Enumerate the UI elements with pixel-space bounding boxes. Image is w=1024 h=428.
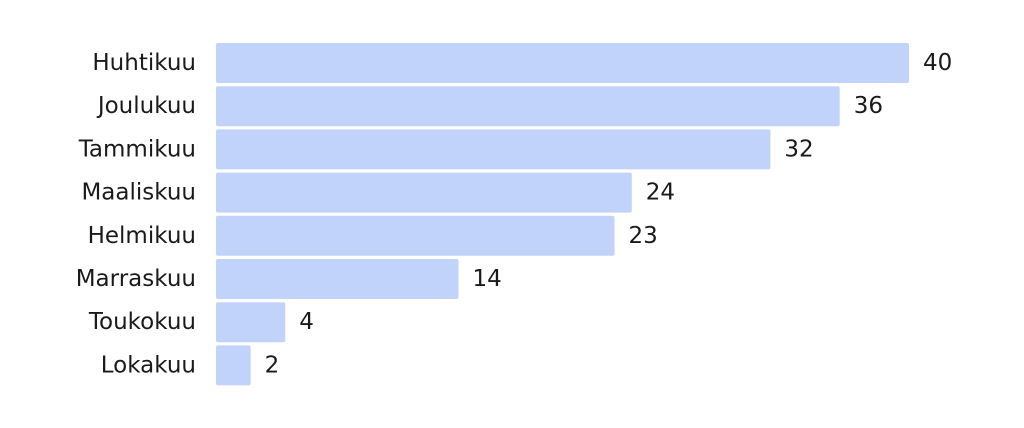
category-label: Lokakuu (101, 352, 196, 378)
category-label: Helmikuu (88, 223, 196, 249)
value-label: 23 (628, 223, 657, 249)
value-label: 2 (265, 352, 280, 378)
category-label: Maaliskuu (81, 180, 196, 206)
value-label: 36 (854, 93, 883, 119)
bar-huhtikuu (216, 43, 909, 83)
value-labels-group: 40 36 32 24 23 14 42 (265, 50, 953, 378)
bars-group (216, 43, 909, 386)
bar-tammikuu (216, 129, 771, 170)
bar-joulukuu (216, 86, 840, 127)
value-label: 32 (784, 136, 813, 162)
category-label: Marraskuu (76, 266, 196, 292)
value-label: 4 (299, 309, 314, 335)
category-label: Huhtikuu (92, 50, 196, 76)
value-label: 14 (473, 266, 502, 292)
category-label: Toukokuu (88, 309, 196, 335)
category-label: Tammikuu (78, 136, 196, 162)
bar-maaliskuu (216, 172, 632, 213)
category-label: Joulukuu (96, 93, 196, 119)
value-label: 24 (646, 180, 675, 206)
category-labels-group: Huhtikuu Joulukuu Tammikuu Maaliskuu Helmiku… (76, 50, 196, 378)
bar-marraskuu (216, 259, 459, 299)
value-label: 40 (923, 50, 952, 76)
bar-lokakuu (216, 345, 251, 386)
bar-toukokuu (216, 302, 286, 343)
bar-helmikuu (216, 215, 615, 256)
